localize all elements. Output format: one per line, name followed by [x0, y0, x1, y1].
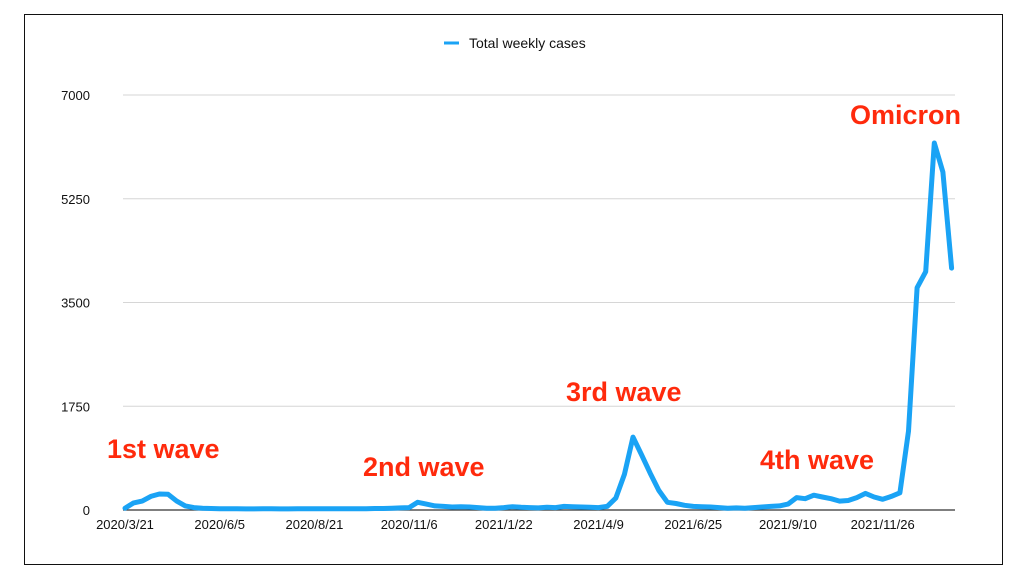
- y-tick-label: 3500: [61, 296, 90, 311]
- x-tick-label: 2020/8/21: [285, 517, 343, 532]
- annotation-omicron: Omicron: [850, 100, 961, 130]
- x-tick-label: 2021/1/22: [475, 517, 533, 532]
- y-tick-label: 5250: [61, 192, 90, 207]
- annotation-4th-wave: 4th wave: [760, 445, 874, 475]
- x-tick-label: 2021/4/9: [573, 517, 624, 532]
- annotation-3rd-wave: 3rd wave: [566, 377, 682, 407]
- annotation-2nd-wave: 2nd wave: [363, 452, 485, 482]
- chart-frame: [24, 14, 1003, 565]
- x-tick-label: 2021/9/10: [759, 517, 817, 532]
- y-tick-label: 0: [83, 503, 90, 518]
- x-tick-label: 2020/6/5: [194, 517, 245, 532]
- legend-label: Total weekly cases: [469, 35, 586, 51]
- x-tick-label: 2021/6/25: [664, 517, 722, 532]
- annotation-1st-wave: 1st wave: [107, 434, 220, 464]
- y-tick-label: 7000: [61, 88, 90, 103]
- y-tick-label: 1750: [61, 399, 90, 414]
- x-tick-label: 2021/11/26: [851, 517, 915, 532]
- series-line-total-weekly-cases: [122, 140, 955, 512]
- x-tick-label: 2020/3/21: [96, 517, 154, 532]
- legend: Total weekly cases: [444, 35, 586, 51]
- x-tick-label: 2020/11/6: [381, 517, 438, 532]
